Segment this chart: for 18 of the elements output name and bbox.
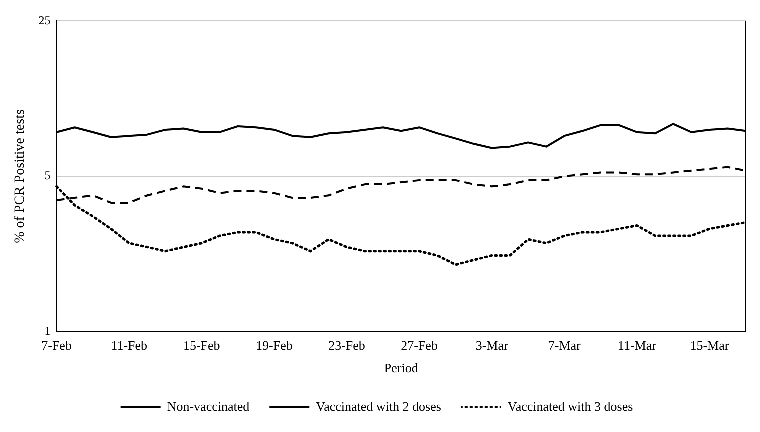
x-tick-label: 7-Feb [42, 338, 72, 354]
y-axis-title: % of PCR Positive tests [13, 110, 28, 244]
legend-label: Vaccinated with 3 doses [508, 398, 634, 414]
x-tick-label: 15-Feb [183, 338, 220, 354]
x-tick-label: 11-Mar [618, 338, 658, 354]
x-tick-label: 15-Mar [690, 338, 730, 354]
x-tick-label: 3-Mar [476, 338, 509, 354]
y-tick-label: 5 [44, 168, 51, 183]
x-tick-label: 7-Mar [548, 338, 582, 354]
legend-label: Vaccinated with 2 doses [316, 398, 442, 414]
x-tick-label: 23-Feb [328, 338, 366, 354]
x-tick-label: 27-Feb [401, 338, 438, 354]
x-axis-title: Period [384, 360, 419, 376]
x-tick-label: 11-Feb [111, 338, 148, 354]
legend-label: Non-vaccinated [167, 398, 250, 414]
y-tick-label: 1 [44, 324, 51, 338]
x-tick-label: 19-Feb [256, 338, 293, 354]
y-tick-label: 25 [38, 13, 51, 28]
